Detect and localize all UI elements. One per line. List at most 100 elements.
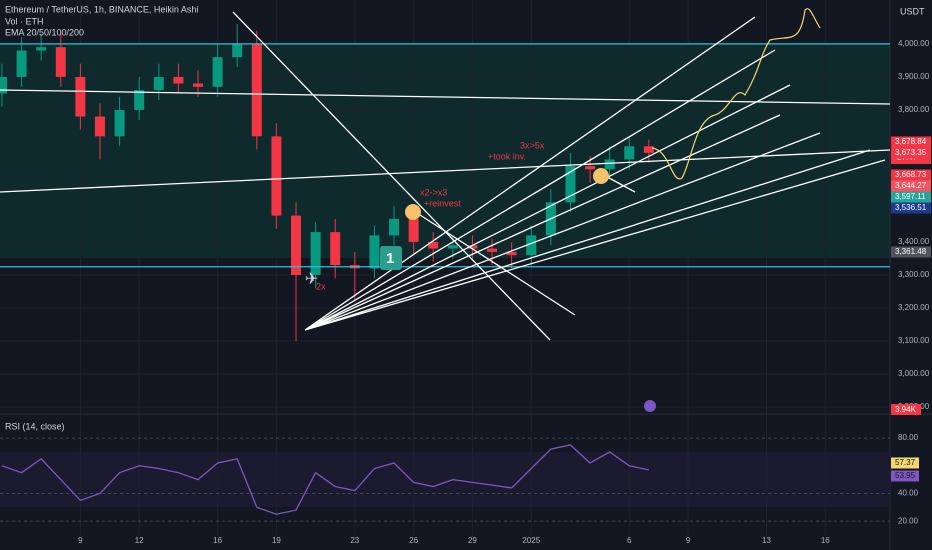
candle-body	[467, 245, 478, 249]
candle-body	[428, 241, 439, 249]
y-tick-label: 3,300.00	[898, 270, 930, 279]
candle-body	[75, 76, 86, 117]
annotation: 2x	[316, 281, 326, 291]
y-tick-label: 3,900.00	[898, 72, 930, 81]
annotation: +took inv.	[488, 151, 526, 161]
rsi-title: RSI (14, close)	[5, 421, 65, 431]
price-label: 3,597.11	[895, 192, 926, 201]
candle-body	[526, 235, 537, 256]
volume-label: 3.94K	[895, 405, 917, 414]
candle-body	[0, 76, 7, 94]
price-label-box	[891, 136, 931, 148]
price-label-box	[891, 147, 931, 159]
y-tick-label: 20.00	[898, 516, 919, 525]
candle-body	[447, 245, 458, 249]
x-tick-label: 13	[762, 536, 771, 545]
candle-body	[212, 57, 223, 87]
candle-body	[487, 248, 498, 252]
price-label: 3,668.73	[895, 170, 927, 179]
candle-body	[232, 43, 243, 58]
y-tick-label: 3,100.00	[898, 336, 930, 345]
y-tick-label: 80.00	[898, 433, 919, 442]
x-tick-label: 6	[627, 536, 632, 545]
value-label-box	[891, 457, 919, 469]
candle-body	[114, 109, 125, 137]
candle-body	[624, 146, 635, 160]
volume-title: Vol · ETH	[5, 16, 44, 26]
forecast-curve	[651, 8, 821, 180]
candle-body	[291, 215, 302, 275]
price-label: 3,361.48	[895, 247, 927, 256]
x-tick-label: 9	[686, 536, 691, 545]
x-tick-label: 2025	[522, 536, 540, 545]
price-label: 3,678.84	[895, 137, 927, 146]
annotation: +reinvest	[424, 198, 461, 208]
candle-body	[55, 47, 66, 77]
y-tick-label: 3,200.00	[898, 303, 930, 312]
candle-body	[153, 76, 164, 91]
price-label: 3,673.35	[895, 148, 927, 157]
candle-body	[330, 232, 341, 266]
candle-body	[369, 235, 380, 269]
rsi-band	[0, 452, 890, 507]
x-tick-label: 19	[272, 536, 281, 545]
price-label: 3,644.27	[895, 181, 927, 190]
candle-body	[389, 218, 400, 236]
x-tick-label: 9	[78, 536, 83, 545]
x-tick-label: 23	[350, 536, 359, 545]
fan-lines	[304, 16, 886, 331]
symbol: Ethereum / TetherUS, 1h, BINANCE, Heikin…	[5, 4, 198, 14]
value-label: 57.37	[895, 458, 916, 467]
value-label: 53.95	[895, 471, 916, 480]
marks	[0, 0, 890, 535]
candle-body	[310, 232, 321, 275]
badge	[380, 246, 402, 270]
value-label-box	[891, 470, 919, 482]
rsi-line	[1, 444, 650, 515]
price-label-box	[891, 191, 931, 203]
ema-title: EMA 20/50/100/200	[5, 27, 84, 37]
candle-body	[16, 50, 27, 77]
price-label-box	[891, 169, 931, 181]
candle-body	[192, 83, 203, 87]
marker	[405, 204, 421, 220]
price-label-box	[891, 202, 931, 214]
y-tick-label: 4,000.00	[898, 39, 930, 48]
candle-body	[506, 251, 517, 256]
alert-icon	[644, 400, 656, 412]
x-tick-label: 26	[409, 536, 418, 545]
drawings: ✈	[0, 8, 891, 412]
marker	[593, 168, 609, 184]
x-tick-label: 16	[821, 536, 830, 545]
annotation: 3x>5x	[520, 140, 545, 150]
volume-label-box	[891, 404, 921, 415]
candle-body	[643, 146, 654, 153]
candle-body	[565, 166, 576, 203]
price-label-box	[891, 180, 931, 192]
candle-body	[36, 47, 47, 51]
x-tick-label: 16	[213, 536, 222, 545]
price-label: 3,536.51	[895, 203, 927, 212]
y-tick-label: 3,000.00	[898, 369, 930, 378]
x-tick-label: 12	[135, 536, 144, 545]
range-band	[0, 44, 890, 258]
trend-lines	[0, 11, 891, 341]
y-tick-label: 3,800.00	[898, 105, 930, 114]
candle-body	[134, 90, 145, 110]
candle-body	[585, 166, 596, 170]
badge-label: 1	[386, 250, 394, 267]
y-tick-label: 3,400.00	[898, 237, 930, 246]
currency: USDT	[900, 6, 925, 16]
price-label-box	[891, 246, 931, 258]
candle-body	[271, 136, 282, 216]
candle-body	[251, 43, 262, 137]
candle-body	[173, 76, 184, 84]
y-tick-label: 40.00	[898, 489, 919, 498]
annotation: x2->x3	[420, 187, 447, 197]
plane-icon: ✈	[305, 271, 318, 288]
candle-body	[604, 159, 615, 170]
candle-body	[408, 218, 419, 242]
x-tick-label: 29	[468, 536, 477, 545]
candle-body	[94, 116, 105, 137]
